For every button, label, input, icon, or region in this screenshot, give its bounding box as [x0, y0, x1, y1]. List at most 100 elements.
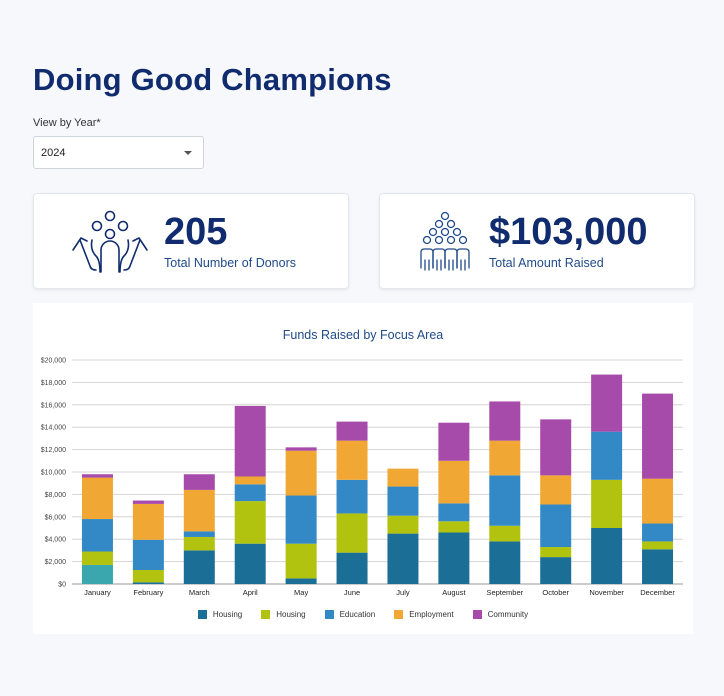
x-tick-label: October [542, 588, 569, 597]
y-tick-label: $6,000 [45, 514, 67, 521]
bar-segment [234, 543, 266, 584]
legend-swatch [197, 610, 207, 619]
bar-segment [540, 419, 572, 476]
bar-segment [336, 513, 368, 553]
amount-raised: $103,000 [489, 211, 648, 253]
legend-label: Housing [276, 610, 306, 619]
bar-segment [642, 478, 674, 524]
bar-segment [438, 460, 470, 504]
amount-card: $103,000 Total Amount Raised [379, 193, 695, 289]
bar-segment [591, 528, 623, 584]
bar-segment [336, 440, 368, 480]
bar-segment [285, 447, 317, 451]
bar-segment [336, 479, 368, 514]
bar-segment [183, 474, 215, 490]
bar-segment [81, 477, 113, 520]
bar-segment [132, 570, 164, 583]
year-filter-label: View by Year* [33, 117, 101, 129]
bar-segment [183, 550, 215, 584]
bar-segment [489, 525, 521, 542]
bar-segment [81, 551, 113, 565]
bar-segment [183, 489, 215, 532]
legend-swatch [472, 610, 482, 619]
bar-segment [285, 450, 317, 496]
bar-segment [642, 549, 674, 584]
y-tick-label: $8,000 [45, 492, 67, 499]
x-tick-label: June [344, 588, 360, 597]
chart-title: Funds Raised by Focus Area [283, 328, 444, 342]
year-select-value: 2024 [41, 147, 66, 159]
y-tick-label: $2,000 [45, 559, 67, 566]
legend-label: Community [487, 610, 529, 619]
legend-label: Employment [409, 610, 454, 619]
bar-segment [642, 541, 674, 550]
legend-label: Education [339, 610, 376, 619]
bar-segment [132, 582, 164, 584]
bar-segment [540, 475, 572, 505]
x-tick-label: November [589, 588, 624, 597]
bar-segment [132, 539, 164, 570]
legend-swatch [394, 610, 404, 619]
y-tick-label: $0 [58, 582, 66, 589]
legend-item: Community [472, 610, 529, 619]
donors-count: 205 [164, 211, 228, 253]
bar-segment [336, 421, 368, 441]
bar-segment [81, 474, 113, 478]
funds-chart-panel: Funds Raised by Focus Area $0 $2,000 $4,000… [33, 303, 693, 634]
legend-item: Employment [394, 610, 454, 619]
bar-segment [234, 484, 266, 502]
y-tick-label: $4,000 [45, 537, 67, 544]
bar-segment [591, 431, 623, 480]
bar-segment [234, 501, 266, 544]
bar-segment [387, 468, 419, 487]
bar-segment [132, 503, 164, 540]
x-tick-label: January [84, 588, 111, 597]
x-tick-label: March [189, 588, 210, 597]
bar-segment [438, 503, 470, 522]
bar-segment [438, 532, 470, 584]
bar-segment [642, 393, 674, 479]
bar-segment [285, 495, 317, 544]
x-tick-label: July [396, 588, 410, 597]
x-tick-label: May [294, 588, 308, 597]
donors-card: 205 Total Number of Donors [33, 193, 349, 289]
bar-segment [540, 557, 572, 584]
bar-segment [183, 536, 215, 551]
legend-label: Housing [212, 610, 243, 619]
bar-segment [540, 504, 572, 548]
x-tick-label: April [243, 588, 258, 597]
crowd-icon [420, 211, 470, 271]
legend-item: Education [324, 610, 376, 619]
legend-swatch [261, 610, 271, 619]
donors-label: Total Number of Donors [164, 256, 297, 270]
y-tick-label: $10,000 [41, 470, 66, 477]
bar-segment [81, 564, 113, 584]
bar-segment [438, 422, 470, 461]
page-title: Doing Good Champions [33, 62, 392, 97]
bar-segment [387, 486, 419, 516]
bar-segment [285, 578, 317, 584]
amount-label: Total Amount Raised [489, 256, 604, 270]
y-tick-label: $20,000 [41, 358, 66, 365]
x-tick-label: August [442, 588, 466, 597]
x-tick-label: December [640, 588, 675, 597]
legend-item: Housing [197, 610, 243, 619]
bar-segment [489, 401, 521, 441]
x-tick-label: February [133, 588, 163, 597]
bar-segment [81, 519, 113, 552]
bar-segment [489, 475, 521, 526]
legend-item: Housing [261, 610, 306, 619]
year-select[interactable]: 2024 [33, 136, 204, 169]
chevron-down-icon[interactable] [184, 151, 192, 155]
chart-legend: Housing Housing Education Employment Communi… [33, 610, 693, 619]
bar-segment [234, 476, 266, 485]
people-celebrating-icon [72, 210, 148, 273]
funds-bar-chart: Funds Raised by Focus Area $0 $2,000 $4,000… [41, 328, 683, 597]
bar-segment [591, 374, 623, 432]
bar-segment [438, 521, 470, 533]
bar-segment [234, 405, 266, 477]
y-tick-label: $12,000 [41, 447, 66, 454]
bar-segment [285, 543, 317, 579]
y-tick-label: $16,000 [41, 402, 66, 409]
bar-segment [489, 541, 521, 584]
